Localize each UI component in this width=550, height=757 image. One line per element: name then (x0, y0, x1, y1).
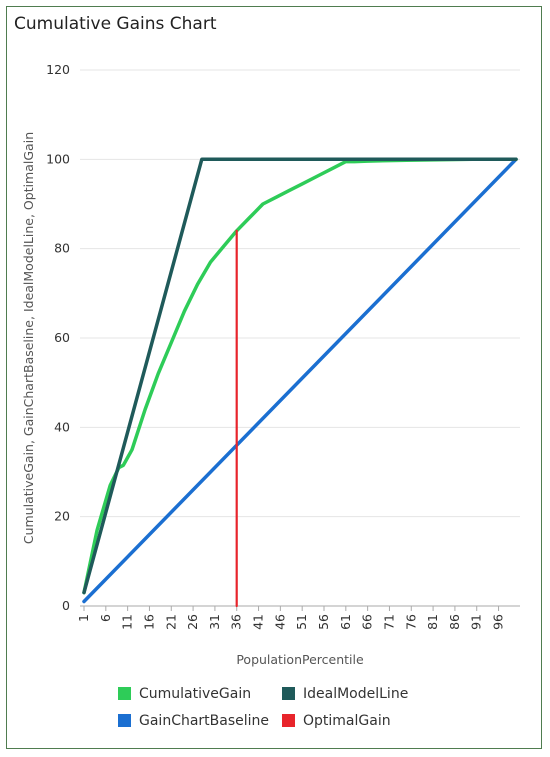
x-tick-label-26: 26 (185, 614, 200, 630)
y-tick-label-40: 40 (54, 419, 70, 434)
y-tick-label-80: 80 (54, 241, 70, 256)
legend-label: OptimalGain (303, 713, 391, 729)
legend-label: CumulativeGain (139, 686, 251, 702)
x-axis-label: PopulationPercentile (236, 652, 364, 667)
y-axis-label: CumulativeGain, GainChartBaseline, Ideal… (21, 132, 36, 544)
x-tick-label-6: 6 (98, 614, 113, 622)
x-tick-label-11: 11 (120, 614, 135, 630)
legend-swatch (282, 687, 295, 700)
legend-item-idealmodelline[interactable]: IdealModelLine (282, 686, 408, 702)
x-tick-label-21: 21 (163, 614, 178, 630)
x-tick-label-76: 76 (403, 614, 418, 630)
chart-title: Cumulative Gains Chart (14, 14, 217, 34)
series-line-gainchartbaseline (82, 157, 518, 604)
x-tick-label-51: 51 (294, 614, 309, 630)
series (82, 157, 518, 608)
x-tick-label-56: 56 (316, 614, 331, 630)
legend-swatch (118, 687, 131, 700)
legend[interactable]: CumulativeGain IdealModelLine GainChartBas… (118, 686, 408, 729)
legend-swatch (282, 714, 295, 727)
x-tick-label-46: 46 (272, 614, 287, 630)
legend-label: GainChartBaseline (139, 713, 269, 729)
x-tick-label-71: 71 (381, 614, 396, 630)
x-tick-label-66: 66 (360, 614, 375, 630)
legend-item-cumulativegain[interactable]: CumulativeGain (118, 686, 251, 702)
x-tick-label-86: 86 (447, 614, 462, 630)
x-tick-label-91: 91 (469, 614, 484, 630)
y-tick-label-20: 20 (54, 509, 70, 524)
legend-item-optimalgain[interactable]: OptimalGain (282, 713, 391, 729)
x-tick-label-81: 81 (425, 614, 440, 630)
x-tick-label-96: 96 (491, 614, 506, 630)
y-tick-label-120: 120 (46, 62, 70, 77)
series-line-idealmodelline (82, 157, 518, 595)
grid (80, 69, 520, 518)
legend-item-gainchartbaseline[interactable]: GainChartBaseline (118, 713, 269, 729)
x-tick-label-61: 61 (338, 614, 353, 630)
x-tick-label-1: 1 (76, 614, 91, 622)
legend-label: IdealModelLine (303, 686, 408, 702)
y-tick-label-100: 100 (46, 151, 70, 166)
chart-panel (6, 6, 542, 749)
y-tick-label-60: 60 (54, 330, 70, 345)
x-tick-label-36: 36 (229, 614, 244, 630)
x-tick-label-41: 41 (251, 614, 266, 630)
x-tick-label-31: 31 (207, 614, 222, 630)
legend-swatch (118, 714, 131, 727)
x-tick-label-16: 16 (141, 614, 156, 630)
y-tick-label-0: 0 (62, 598, 70, 613)
